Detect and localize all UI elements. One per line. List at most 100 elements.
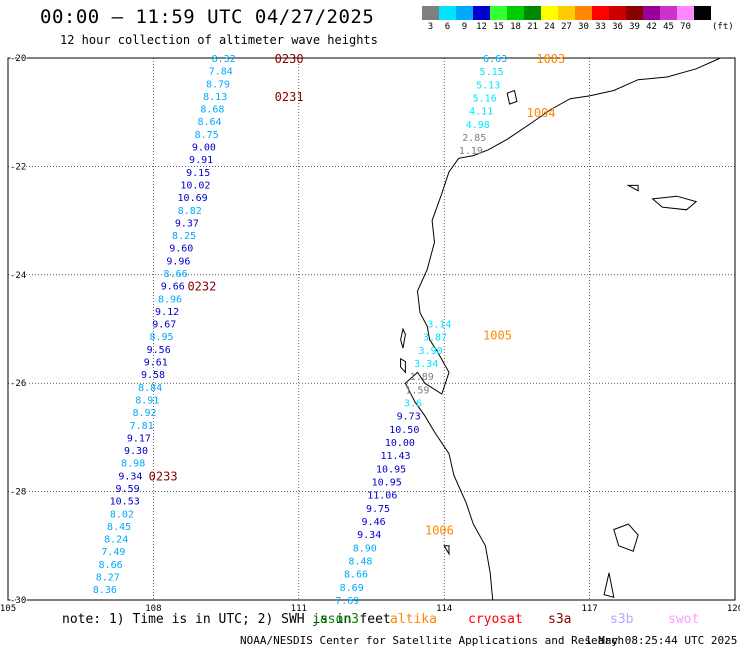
legend-unit: (ft) <box>712 22 734 32</box>
legend-swatch: 42 <box>643 6 660 32</box>
wave-height-label: 10.02 <box>180 181 210 192</box>
wave-height-label: 3.90 <box>419 346 443 357</box>
wave-height-label: 8.27 <box>96 573 120 584</box>
wave-height-label: 1.19 <box>459 146 483 157</box>
wave-height-label: 7.81 <box>130 421 154 432</box>
wave-height-label: 8.69 <box>340 583 364 594</box>
island-outline <box>626 184 639 192</box>
wave-height-label: 7.84 <box>209 67 233 78</box>
wave-height-label: 3.14 <box>427 320 451 331</box>
legend-swatch: 30 <box>575 6 592 32</box>
satellite-altika: altika <box>390 612 437 627</box>
wave-height-label: 9.66 <box>161 282 185 293</box>
wave-height-label: 8.79 <box>206 79 230 90</box>
island-outline <box>603 572 615 598</box>
satellite-s3b: s3b <box>610 612 634 627</box>
map-frame <box>7 57 736 601</box>
legend-swatch: 27 <box>558 6 575 32</box>
wave-height-label: 8.13 <box>203 92 227 103</box>
wave-height-label: 9.96 <box>166 256 190 267</box>
wave-height-label: 11.43 <box>380 451 410 462</box>
legend-label: 9 <box>461 22 468 32</box>
wave-height-label: 8.02 <box>110 509 134 520</box>
satellite-s3a: s3a <box>548 612 572 627</box>
wave-height-label: 9.67 <box>152 320 176 331</box>
wave-height-label: 8.98 <box>121 459 145 470</box>
legend-label: 6 <box>444 22 451 32</box>
wave-height-label: 9.75 <box>366 504 390 515</box>
island-outline <box>613 523 639 552</box>
legend-label: 21 <box>527 22 538 32</box>
wave-height-label: 8.90 <box>353 543 377 554</box>
legend-label: 33 <box>595 22 606 32</box>
lat-tick-label: -30 <box>10 596 26 606</box>
legend-label: 36 <box>612 22 623 32</box>
wave-height-label: 10.95 <box>376 464 406 475</box>
wave-height-label: 9.61 <box>144 358 168 369</box>
lat-tick-label: -26 <box>10 379 26 389</box>
credit-text: NOAA/NESDIS Center for Satellite Applica… <box>240 634 625 647</box>
wave-height-label: 9.46 <box>362 517 386 528</box>
island-outline <box>506 89 518 105</box>
wave-height-label: 8.92 <box>132 408 156 419</box>
wave-height-label: 8.45 <box>107 522 131 533</box>
legend-swatch: 39 <box>626 6 643 32</box>
time-label: 1004 <box>527 106 556 120</box>
legend-swatch: 36 <box>609 6 626 32</box>
time-label: 0232 <box>187 280 216 294</box>
lon-tick-label: 111 <box>291 604 307 614</box>
wave-height-label: 9.00 <box>192 143 216 154</box>
wave-height-label: 8.68 <box>200 105 224 116</box>
time-label: 1005 <box>483 328 512 342</box>
legend-label: 42 <box>646 22 657 32</box>
wave-height-label: 5.13 <box>476 80 500 91</box>
wave-height-label: 9.56 <box>147 345 171 356</box>
wave-height-label: 4.11 <box>469 107 493 118</box>
wave-height-label: 9.37 <box>175 218 199 229</box>
wave-height-label: 10.53 <box>110 497 140 508</box>
wave-height-label: 9.34 <box>118 471 142 482</box>
wave-height-label: 9.59 <box>116 484 140 495</box>
legend-label: 30 <box>578 22 589 32</box>
wave-height-label: 8.48 <box>348 557 372 568</box>
wave-height-label: 9.58 <box>141 370 165 381</box>
wave-height-label: 8.82 <box>178 206 202 217</box>
page-title: 00:00 — 11:59 UTC 04/27/2025 <box>40 6 375 28</box>
wave-height-label: 9.73 <box>397 412 421 423</box>
time-label: 1003 <box>536 52 565 66</box>
legend-label: 12 <box>476 22 487 32</box>
legend-swatch: 45 <box>660 6 677 32</box>
wave-height-label: 8.66 <box>164 269 188 280</box>
legend-swatch: 3 <box>422 6 439 32</box>
legend-swatch: 9 <box>456 6 473 32</box>
lat-tick-label: -24 <box>10 271 26 281</box>
time-label: 0230 <box>275 52 304 66</box>
lat-tick-label: -20 <box>10 54 26 64</box>
island-outline <box>400 357 406 374</box>
lon-tick-label: 117 <box>581 604 597 614</box>
wave-height-label: 8.64 <box>197 117 221 128</box>
wave-height-label: 8.36 <box>93 585 117 596</box>
legend-swatch: 24 <box>541 6 558 32</box>
island-outline <box>400 327 406 349</box>
wave-height-label: 8.95 <box>149 332 173 343</box>
wave-height-label: 3.34 <box>414 359 438 370</box>
satellite-swot: swot <box>668 612 700 627</box>
lat-tick-label: -28 <box>10 488 26 498</box>
satellite-cryosat: cryosat <box>468 612 523 627</box>
lon-tick-label: 114 <box>436 604 452 614</box>
legend-swatch <box>694 6 711 20</box>
wave-height-label: 8.24 <box>104 535 128 546</box>
legend-label: 27 <box>561 22 572 32</box>
wave-height-label: 9.34 <box>357 530 381 541</box>
page-subtitle: 12 hour collection of altimeter wave hei… <box>60 33 378 47</box>
legend-label: 24 <box>544 22 555 32</box>
legend-label: 45 <box>663 22 674 32</box>
wave-height-label: 4.98 <box>466 120 490 131</box>
wave-height-label: 10.95 <box>372 478 402 489</box>
wave-height-label: 9.60 <box>169 244 193 255</box>
wave-height-label: 7.69 <box>335 596 359 607</box>
legend-label: 39 <box>629 22 640 32</box>
lon-tick-label: 105 <box>0 604 16 614</box>
